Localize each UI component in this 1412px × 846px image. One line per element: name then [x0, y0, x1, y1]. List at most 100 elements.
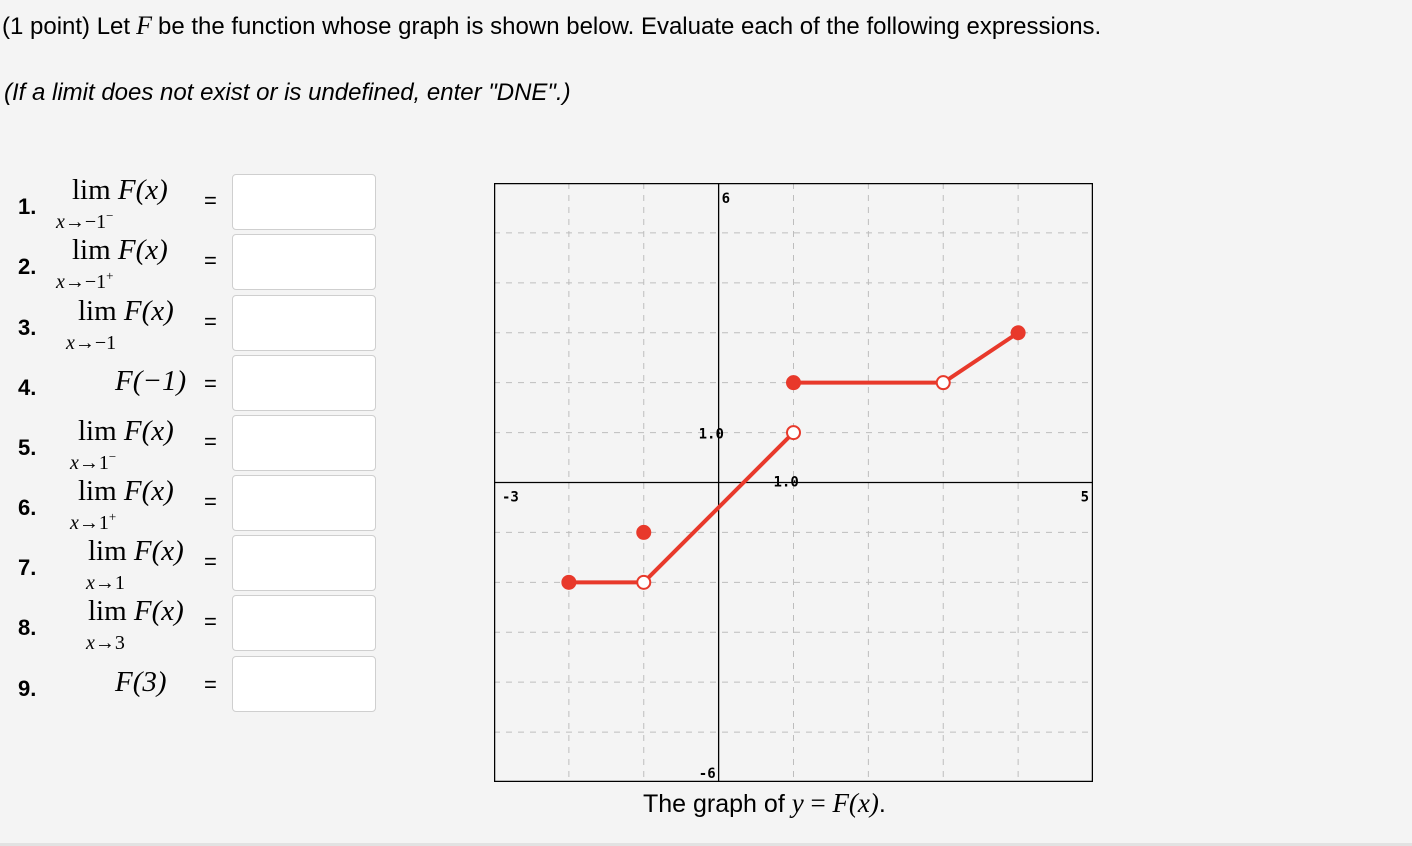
limit-approach: →−1	[64, 271, 107, 293]
limit-approach: →−1	[74, 332, 117, 354]
limit-subscript: x→−1	[66, 329, 116, 355]
problem-number: 5.	[18, 435, 37, 460]
function-expression: F(x)	[123, 475, 174, 507]
problem-row: 9. F(3) =	[0, 656, 380, 714]
problem-expression: lim F(x)	[72, 234, 168, 267]
closed-point	[636, 524, 652, 540]
open-point	[636, 574, 652, 590]
limit-operator: lim	[88, 535, 127, 567]
limit-operator: lim	[72, 174, 111, 206]
limit-side: −	[106, 208, 114, 223]
equals-sign: =	[204, 609, 217, 634]
problem-row: 3. lim F(x) x→−1 =	[0, 295, 380, 355]
limit-approach: →−1	[64, 211, 107, 233]
answer-input[interactable]	[233, 235, 375, 289]
answer-input[interactable]	[233, 536, 375, 590]
problem-number: 6.	[18, 495, 37, 520]
answer-box[interactable]	[232, 595, 376, 651]
answer-input[interactable]	[233, 476, 375, 530]
problem-expression: F(−1)	[115, 365, 186, 398]
limit-approach: →1	[78, 512, 109, 534]
closed-point	[786, 375, 801, 391]
equals-sign: =	[204, 188, 217, 213]
problem-row: 4. F(−1) =	[0, 355, 380, 413]
problem-expression: lim F(x)	[88, 535, 184, 568]
limit-subscript: x→−1+	[56, 268, 114, 294]
limit-variable: x	[66, 332, 75, 354]
limit-variable: x	[70, 452, 79, 474]
answer-box[interactable]	[232, 656, 376, 712]
equals-sign: =	[204, 248, 217, 273]
limit-operator: lim	[72, 234, 111, 266]
problem-row: 8. lim F(x) x→3 =	[0, 595, 380, 655]
answer-box[interactable]	[232, 174, 376, 230]
answer-box[interactable]	[232, 234, 376, 290]
problem-expression: lim F(x)	[88, 595, 184, 628]
graph-border	[494, 183, 1093, 782]
closed-point	[1010, 325, 1026, 341]
answer-input[interactable]	[233, 175, 375, 229]
answer-input[interactable]	[233, 596, 375, 650]
function-expression: F(x)	[123, 295, 174, 327]
limit-subscript: x→1−	[70, 449, 116, 475]
equals-sign: =	[204, 309, 217, 334]
problem-number: 9.	[18, 676, 37, 701]
function-expression: F(−1)	[115, 365, 187, 397]
closed-point	[561, 574, 577, 590]
problem-expression: lim F(x)	[78, 415, 174, 448]
x-max-label: 5	[1081, 490, 1089, 506]
problem-row: 1. lim F(x) x→−1− =	[0, 174, 380, 234]
limit-operator: lim	[88, 595, 127, 627]
limit-subscript: x→1	[86, 569, 125, 595]
limit-side: +	[106, 268, 114, 283]
limit-operator: lim	[78, 295, 117, 327]
problem-expression: lim F(x)	[72, 174, 168, 207]
problem-number: 8.	[18, 615, 37, 640]
limit-variable: x	[86, 632, 95, 654]
y-min-label: -6	[699, 766, 716, 782]
answer-box[interactable]	[232, 355, 376, 411]
graph-caption: The graph of y = F(x).	[643, 788, 886, 819]
instructions: (If a limit does not exist or is undefin…	[4, 79, 571, 106]
problem-row: 2. lim F(x) x→−1+ =	[0, 234, 380, 294]
function-expression: F(x)	[133, 535, 184, 567]
function-graph: 6 -6 -3 5 1.0 1.0	[494, 183, 1093, 782]
x-min-label: -3	[502, 490, 519, 506]
caption-suffix: .	[878, 790, 886, 818]
graph-segment	[941, 330, 1021, 385]
limit-subscript: x→−1−	[56, 208, 114, 234]
answer-box[interactable]	[232, 535, 376, 591]
limit-approach: →3	[94, 632, 125, 654]
open-point	[935, 375, 951, 391]
answer-input[interactable]	[233, 296, 375, 350]
limit-variable: x	[56, 211, 65, 233]
equals-sign: =	[204, 549, 217, 574]
answer-box[interactable]	[232, 415, 376, 471]
limit-side: −	[108, 449, 117, 464]
limit-approach: →1	[94, 572, 125, 594]
equals-sign: =	[204, 489, 217, 514]
answer-box[interactable]	[232, 295, 376, 351]
limit-variable: x	[56, 271, 65, 293]
caption-eq: =	[803, 788, 833, 818]
problem-number: 2.	[18, 254, 37, 279]
limit-variable: x	[86, 572, 95, 594]
problem-number: 4.	[18, 375, 37, 400]
graph-segments	[566, 330, 1021, 585]
problem-row: 7. lim F(x) x→1 =	[0, 535, 380, 595]
axes	[494, 183, 1093, 782]
answer-box[interactable]	[232, 475, 376, 531]
x-tick-label: 1.0	[774, 475, 799, 491]
function-expression: F(x)	[133, 595, 184, 627]
equals-sign: =	[204, 371, 217, 396]
limit-variable: x	[70, 512, 79, 534]
answer-input[interactable]	[233, 356, 375, 410]
axis-labels: 6 -6 -3 5 1.0 1.0	[502, 191, 1089, 782]
answer-input[interactable]	[233, 657, 375, 711]
function-expression: F(x)	[117, 234, 168, 266]
problem-row: 6. lim F(x) x→1+ =	[0, 475, 380, 534]
problem-expression: F(3)	[115, 666, 167, 699]
limit-subscript: x→3	[86, 629, 125, 655]
answer-input[interactable]	[233, 416, 375, 470]
